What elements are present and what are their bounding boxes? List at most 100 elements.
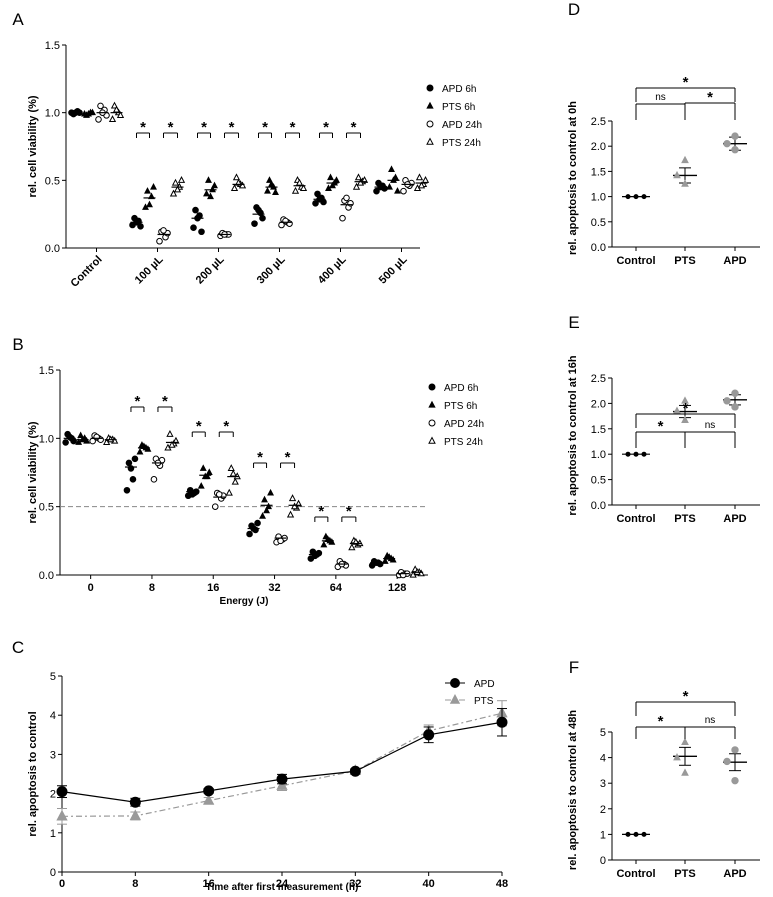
data-point (388, 165, 395, 173)
data-point (166, 429, 174, 437)
x-tick-label: PTS (674, 255, 695, 267)
data-point (343, 194, 350, 202)
x-tick-label: 500 µL (377, 253, 410, 286)
legend-label: PTS 24h (442, 138, 481, 149)
significance-star: * (683, 400, 689, 417)
data-point (203, 785, 215, 797)
legend-label: APD 6h (444, 383, 478, 394)
data-point (314, 190, 321, 198)
x-tick-label: 32 (268, 582, 280, 594)
data-point (123, 486, 131, 494)
y-tick-label: 2 (50, 789, 56, 801)
y-tick-label: 0.5 (591, 217, 606, 229)
data-point (268, 180, 275, 187)
data-point (731, 389, 739, 397)
data-point (356, 178, 365, 186)
data-point (231, 477, 239, 485)
x-tick-label: 0 (88, 582, 94, 594)
significance-bracket: * (157, 393, 173, 412)
x-tick-label: Control (616, 513, 655, 525)
x-axis-label: Energy (J) (220, 596, 269, 607)
data-point (415, 173, 424, 181)
data-point (339, 214, 346, 222)
data-point (400, 187, 407, 195)
x-tick-label: Control (68, 254, 104, 290)
x-tick-label: 16 (207, 582, 219, 594)
x-tick-label: APD (723, 513, 746, 525)
y-tick-label: 2.0 (591, 141, 606, 153)
y-tick-label: 5 (600, 727, 606, 739)
data-point (417, 181, 426, 189)
data-point (681, 155, 689, 164)
data-point (110, 101, 119, 109)
data-point (171, 178, 180, 186)
data-point (156, 237, 163, 245)
legend-label: APD 24h (442, 120, 482, 131)
legend-marker (426, 137, 434, 145)
data-point (277, 537, 284, 545)
panel-letter-e: E (568, 313, 579, 332)
y-tick-label: 1 (50, 828, 56, 840)
data-point (329, 181, 336, 189)
data-point (203, 794, 215, 805)
significance-bracket: * (635, 713, 686, 739)
significance-bracket: * (319, 119, 333, 138)
data-point (150, 183, 157, 190)
y-axis-label: rel. apoptosis to control (27, 711, 39, 836)
significance-star: * (229, 119, 235, 136)
data-point (205, 468, 213, 476)
x-tick-label: APD (723, 868, 746, 880)
legend-marker (426, 101, 434, 109)
x-tick-label: 400 µL (316, 253, 349, 286)
legend-marker (449, 693, 461, 704)
significance-star: * (323, 119, 329, 136)
data-point (56, 809, 68, 821)
data-point (125, 459, 133, 467)
data-point (641, 194, 647, 200)
data-point (131, 455, 139, 463)
data-point (188, 491, 196, 498)
significance-star: * (140, 119, 146, 136)
data-point (160, 227, 167, 234)
significance-star: * (201, 119, 207, 136)
data-point (625, 451, 631, 457)
significance-bracket: * (341, 503, 357, 522)
legend-label: PTS 6h (442, 102, 475, 113)
x-tick-label: 300 µL (255, 253, 288, 286)
significance-star: * (683, 74, 689, 91)
data-point (496, 716, 508, 728)
data-point (681, 737, 689, 746)
x-tick-label: 16 (203, 878, 215, 890)
significance-star: * (351, 119, 357, 136)
significance-bracket: * (635, 74, 736, 102)
y-tick-label: 2 (600, 804, 606, 816)
data-point (299, 184, 308, 192)
data-point (276, 773, 288, 785)
significance-star: * (162, 393, 168, 410)
data-point (681, 768, 689, 776)
data-point (673, 406, 681, 414)
data-point (282, 217, 289, 225)
significance-star: * (285, 449, 291, 466)
data-point (272, 188, 279, 196)
significance-star: * (658, 418, 664, 435)
significance-star: * (262, 119, 268, 136)
x-tick-label: 0 (59, 878, 65, 890)
data-point (129, 809, 141, 821)
legend-marker (428, 436, 436, 444)
y-axis-label: rel. apoptosis to control at 0h (567, 101, 579, 255)
y-tick-label: 0 (600, 855, 606, 867)
data-point (731, 403, 739, 411)
data-point (246, 530, 253, 538)
significance-bracket: * (684, 89, 736, 120)
significance-bracket: * (218, 418, 234, 437)
data-point (211, 181, 218, 189)
data-point (168, 440, 176, 448)
legend-label: PTS (474, 696, 494, 707)
data-point (259, 214, 266, 222)
data-point (320, 540, 328, 548)
data-point (641, 831, 647, 837)
data-point (423, 729, 435, 741)
significance-bracket: * (280, 449, 296, 468)
